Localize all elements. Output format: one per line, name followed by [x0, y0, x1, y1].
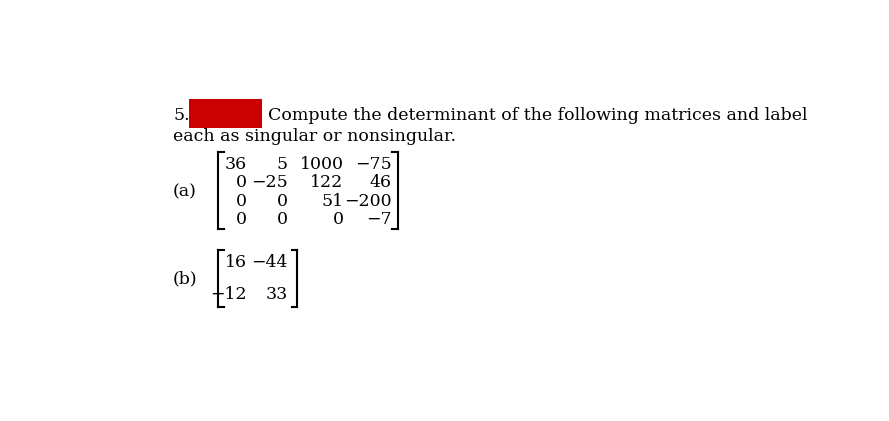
- Text: (b): (b): [173, 270, 197, 287]
- Text: −44: −44: [252, 254, 288, 271]
- Text: 0: 0: [276, 193, 288, 210]
- FancyBboxPatch shape: [188, 99, 262, 128]
- Text: −200: −200: [344, 193, 392, 210]
- Text: each as singular or nonsingular.: each as singular or nonsingular.: [173, 128, 456, 145]
- Text: 36: 36: [225, 156, 247, 173]
- Text: 5.: 5.: [173, 107, 189, 124]
- Text: (a): (a): [173, 184, 197, 201]
- Text: 0: 0: [332, 211, 344, 229]
- Text: −12: −12: [210, 286, 247, 303]
- Text: −7: −7: [366, 211, 392, 229]
- Text: −75: −75: [355, 156, 392, 173]
- Text: 46: 46: [370, 174, 392, 192]
- Text: 0: 0: [236, 174, 247, 192]
- Text: 33: 33: [266, 286, 288, 303]
- Text: Compute the determinant of the following matrices and label: Compute the determinant of the following…: [268, 107, 807, 124]
- Text: 1000: 1000: [300, 156, 344, 173]
- Text: 122: 122: [310, 174, 344, 192]
- Text: 51: 51: [322, 193, 344, 210]
- Text: 0: 0: [236, 193, 247, 210]
- Text: 16: 16: [225, 254, 247, 271]
- Text: 5: 5: [276, 156, 288, 173]
- Text: −25: −25: [251, 174, 288, 192]
- Text: 0: 0: [276, 211, 288, 229]
- Text: 0: 0: [236, 211, 247, 229]
